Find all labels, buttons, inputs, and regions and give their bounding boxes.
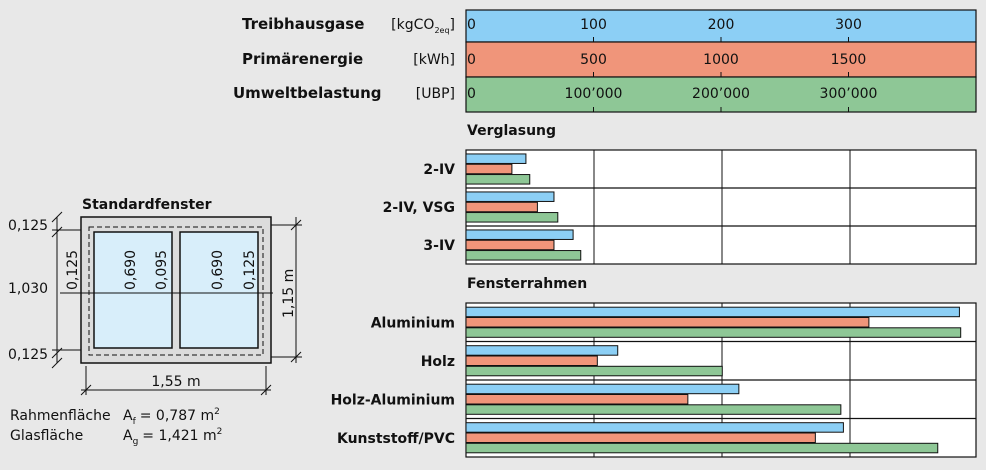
- window-frame-dashed: [88, 226, 264, 356]
- dim-tick: [290, 219, 302, 231]
- panel-verglasung: 2-IV 2-IV, VSG 3-IV: [383, 149, 977, 265]
- tick-label: 300: [835, 17, 862, 33]
- dim-tick: [51, 357, 63, 369]
- series-unit-ghg: [kgCO2eq]: [391, 17, 455, 35]
- series-label-ubp: Umweltbelastung: [233, 84, 382, 102]
- bar-primaerenergie: [465, 239, 555, 251]
- window-title: Standardfenster: [82, 197, 212, 213]
- bar-treibhausgase: [465, 229, 574, 240]
- bar-treibhausgase: [465, 422, 844, 433]
- bar-umweltbelastung: [465, 250, 582, 261]
- category-label: Aluminium: [371, 315, 455, 331]
- tick-label: 0: [467, 52, 476, 68]
- tick-label: 300’000: [820, 86, 878, 102]
- group-title-fensterrahmen: Fensterrahmen: [467, 276, 587, 292]
- window-drawing: Standardfenster 0,125 0,690 0,095 0,690 …: [8, 197, 302, 447]
- tick-label: 500: [580, 52, 607, 68]
- panel-fensterrahmen: Aluminium Holz Holz-Aluminium Kunststoff/PV…: [331, 302, 977, 458]
- bar-treibhausgase: [465, 153, 527, 164]
- dim-middle: 1,030: [8, 281, 48, 297]
- bar-umweltbelastung: [465, 212, 559, 223]
- dim-bottom: 0,125: [8, 347, 48, 363]
- bar-primaerenergie: [465, 355, 598, 366]
- glass-pane-right: [179, 231, 259, 349]
- area-frame: Rahmenfläche Af = 0,787 m2: [10, 407, 220, 427]
- bar-primaerenergie: [465, 432, 816, 443]
- bar-treibhausgase: [465, 191, 555, 202]
- tick-label: 1000: [703, 52, 739, 68]
- tick-label: 200’000: [692, 86, 750, 102]
- dim-tick: [51, 211, 63, 223]
- series-label-energy: Primärenergie: [242, 50, 363, 68]
- scale-band-energy: [465, 41, 977, 78]
- series-unit-ubp: [UBP]: [416, 86, 455, 102]
- area-glass: Glasfläche Ag = 1,421 m2: [10, 427, 222, 447]
- dim-tick: [51, 226, 63, 238]
- dim-glass1: 0,690: [123, 250, 139, 290]
- bar-treibhausgase: [465, 306, 960, 318]
- series-unit-energy: [kWh]: [413, 52, 455, 68]
- bar-umweltbelastung: [465, 174, 531, 185]
- tick-label: 0: [467, 17, 476, 33]
- dim-tick: [260, 384, 272, 396]
- bar-umweltbelastung: [465, 442, 939, 454]
- category-label: Holz: [421, 354, 455, 370]
- series-label-ghg: Treibhausgase: [242, 15, 364, 33]
- dim-frame-left: 0,125: [65, 250, 81, 290]
- dim-tick: [290, 351, 302, 363]
- dim-top: 0,125: [8, 218, 48, 234]
- bar-primaerenergie: [465, 394, 689, 405]
- scale-header: Treibhausgase [kgCO2eq] Primärenergie [k…: [233, 9, 977, 113]
- tick-label: 200: [708, 17, 735, 33]
- bar-umweltbelastung: [465, 404, 842, 415]
- dim-tick: [80, 384, 92, 396]
- tick-label: 100’000: [565, 86, 623, 102]
- bar-primaerenergie: [465, 163, 513, 175]
- category-label: Kunststoff/PVC: [337, 431, 455, 447]
- scale-band-ghg: [465, 9, 977, 43]
- category-label: Holz-Aluminium: [331, 392, 455, 408]
- bar-umweltbelastung: [465, 327, 962, 338]
- category-label: 2-IV, VSG: [383, 200, 455, 216]
- tick-label: 100: [580, 17, 607, 33]
- dim-width: 1,55 m: [151, 374, 200, 390]
- tick-label: 1500: [831, 52, 867, 68]
- bar-primaerenergie: [465, 201, 538, 213]
- glass-pane-left: [93, 231, 173, 349]
- bar-treibhausgase: [465, 383, 740, 395]
- dim-mullion: 0,095: [154, 250, 170, 290]
- group-title-verglasung: Verglasung: [467, 123, 556, 139]
- bar-primaerenergie: [465, 317, 870, 328]
- bar-umweltbelastung: [465, 365, 723, 377]
- dim-glass2: 0,690: [210, 250, 226, 290]
- category-label: 2-IV: [423, 162, 455, 178]
- category-label: 3-IV: [423, 238, 455, 254]
- dim-height: 1,15 m: [281, 269, 297, 318]
- bar-treibhausgase: [465, 345, 619, 356]
- scale-ticks: 0 100 200 300 0 500 1000 1500 0 100’000 200’000 300…: [467, 17, 877, 112]
- dim-frame-right: 0,125: [242, 250, 258, 290]
- tick-label: 0: [467, 86, 476, 102]
